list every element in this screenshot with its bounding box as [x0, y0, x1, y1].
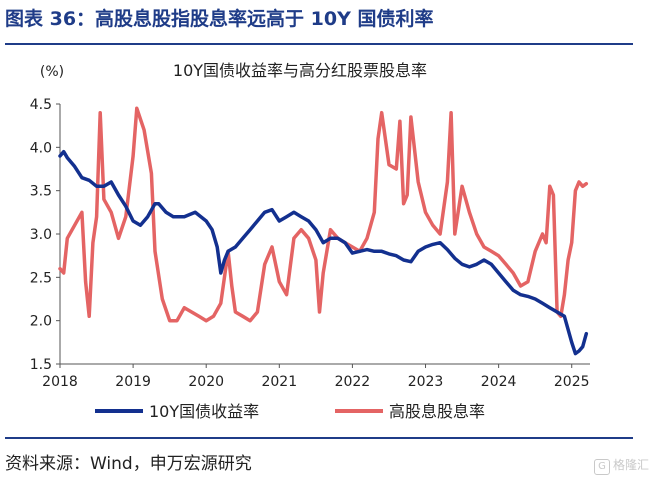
- chart-title: 10Y国债收益率与高分红股票股息率: [173, 61, 427, 80]
- x-tick-label: 2018: [42, 374, 78, 390]
- y-tick-label: 4.0: [30, 140, 52, 156]
- bond-yield-line: [58, 149, 589, 356]
- x-tick-label: 2019: [115, 374, 151, 390]
- x-tick-label: 2023: [408, 374, 444, 390]
- y-tick-label: 1.5: [30, 357, 52, 373]
- source-note: 资料来源：Wind，申万宏源研究: [5, 454, 252, 474]
- x-tick-label: 2022: [335, 374, 371, 390]
- y-tick-label: 4.5: [30, 97, 52, 113]
- y-tick-label: 2.0: [30, 314, 52, 330]
- legend: 10Y国债收益率 高股息股息率: [95, 402, 485, 421]
- x-tick-label: 2025: [554, 374, 590, 390]
- x-tick-label: 2021: [261, 374, 297, 390]
- legend-item-bond-label: 10Y国债收益率: [149, 402, 259, 421]
- title-rule: [5, 43, 633, 45]
- watermark-text: 格隆汇: [612, 458, 649, 472]
- y-axis-label: (%): [40, 64, 64, 80]
- dividend-yield-line: [58, 106, 589, 323]
- axes: 1.5 2.0 2.5 3.0 3.5 4.0 4.5 2018 2019 2020 2021 202…: [30, 97, 590, 390]
- series-lines: [58, 106, 589, 356]
- y-tick-label: 3.0: [30, 227, 52, 243]
- watermark: G 格隆汇: [593, 456, 649, 475]
- source-rule: [5, 437, 633, 439]
- x-tick-label: 2024: [481, 374, 517, 390]
- figure-title: 图表 36：高股息股指股息率远高于 10Y 国债利率: [5, 8, 434, 30]
- x-tick-label: 2020: [188, 374, 224, 390]
- legend-item-dividend-label: 高股息股息率: [389, 402, 485, 421]
- watermark-logo-icon: G: [593, 459, 610, 475]
- y-tick-label: 2.5: [30, 270, 52, 286]
- y-tick-label: 3.5: [30, 184, 52, 200]
